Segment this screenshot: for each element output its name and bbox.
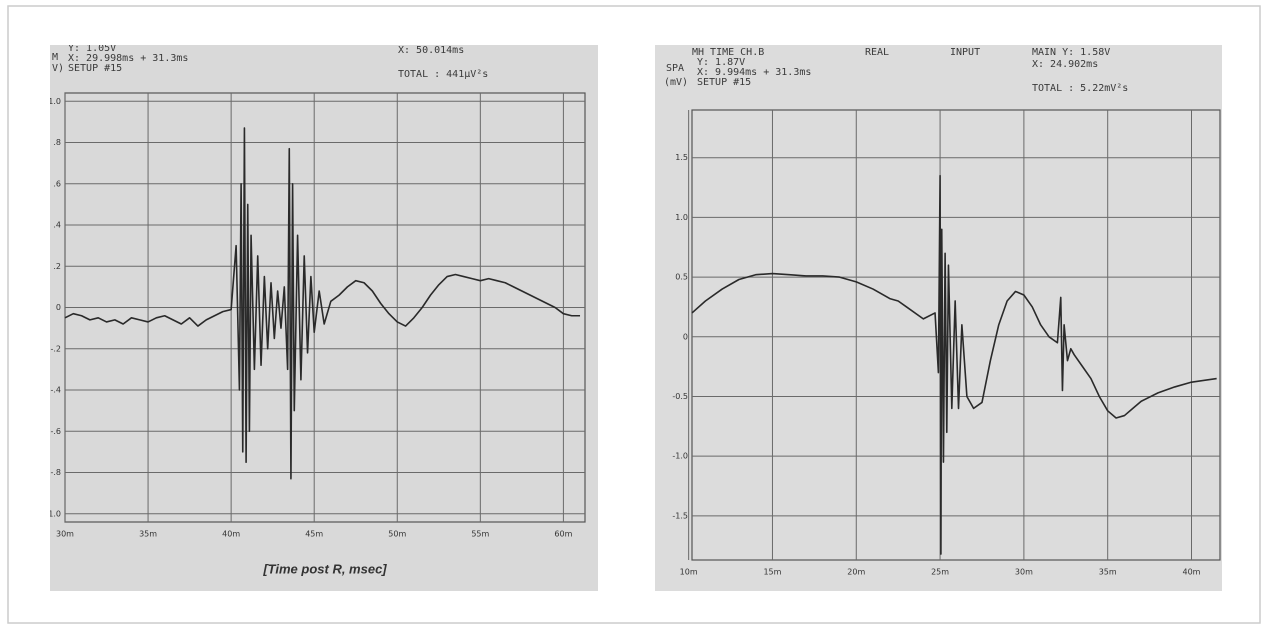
y-tick-label: 1.5 [675,153,688,162]
y-tick-label: -0.5 [672,392,688,401]
annotation: SETUP #15 [697,77,751,88]
x-tick-label: 60m [554,530,572,539]
data-line [64,127,581,480]
annotation: SPA [666,63,684,74]
annotation: Y: 1.87V [697,57,745,68]
x-tick-label: 40m [222,530,240,539]
x-tick-label: 35m [1099,568,1117,577]
x-tick-label: 45m [305,530,323,539]
annotation: X: 24.902ms [1032,59,1098,70]
data-line [691,174,1217,555]
annotation: MH TIME CH.B [692,47,764,58]
x-tick-label: 15m [763,568,781,577]
plot-area [691,109,1221,561]
y-tick-label: -.4 [50,386,61,395]
x-tick-label: 10m [680,568,698,577]
annotation: TOTAL : 441µV²s [398,69,488,80]
annotation: X: 50.014ms [398,45,464,56]
x-tick-label: 30m [56,530,74,539]
x-axis-label: [Time post R, msec] [262,561,387,576]
x-axis-label: [Time post R, msec] [902,589,1027,604]
x-tick-label: 50m [388,530,406,539]
y-tick-label: 1.0 [48,97,61,106]
chart: 1.5 1.0 0.5 0 -0.5 -1.0 -1.5 10m 15m 20m 25m 30m 35m… [664,47,1221,604]
y-tick-label: -1.5 [672,511,688,520]
annotation: X: 9.994ms + 31.3ms [697,67,811,78]
x-tick-label: 40m [1183,568,1201,577]
annotation: M [52,52,58,63]
x-tick-label: 35m [139,530,157,539]
annotation: SETUP #15 [68,63,122,74]
y-tick-label: 1.0 [675,213,688,222]
annotation: MAIN Y: 1.58V [1032,47,1110,58]
y-tick-label: .8 [53,138,61,147]
annotation: X: 29.998ms + 31.3ms [68,53,188,64]
y-tick-label: -.2 [50,344,61,353]
x-tick-label: 55m [471,530,489,539]
annotation: Y: 1.05V [68,43,116,54]
y-tick-label: -.6 [50,427,61,436]
annotation: INPUT [950,47,980,58]
y-tick-label: 0.5 [675,273,688,282]
annotation: V) [52,63,64,74]
y-tick-label: .4 [53,221,61,230]
y-tick-label: .6 [53,179,61,188]
annotation: REAL [865,47,889,58]
y-tick-label: .2 [53,262,61,271]
annotation: TOTAL : 5.22mV²s [1032,83,1128,94]
y-tick-label: -1.0 [45,509,61,518]
y-tick-label: -1.0 [672,452,688,461]
annotation: (mV) [664,77,688,88]
x-tick-label: 20m [847,568,865,577]
y-tick-label: -.8 [50,468,61,477]
x-tick-label: 25m [931,568,949,577]
y-tick-label: 0 [56,303,61,312]
y-tick-label: 0 [683,332,688,341]
chart: 1.0 .8 .6 .4 .2 0 -.2 -.4 -.6 -.8 -1.0 30m 35m 40m 45m… [45,43,586,576]
x-tick-label: 30m [1015,568,1033,577]
